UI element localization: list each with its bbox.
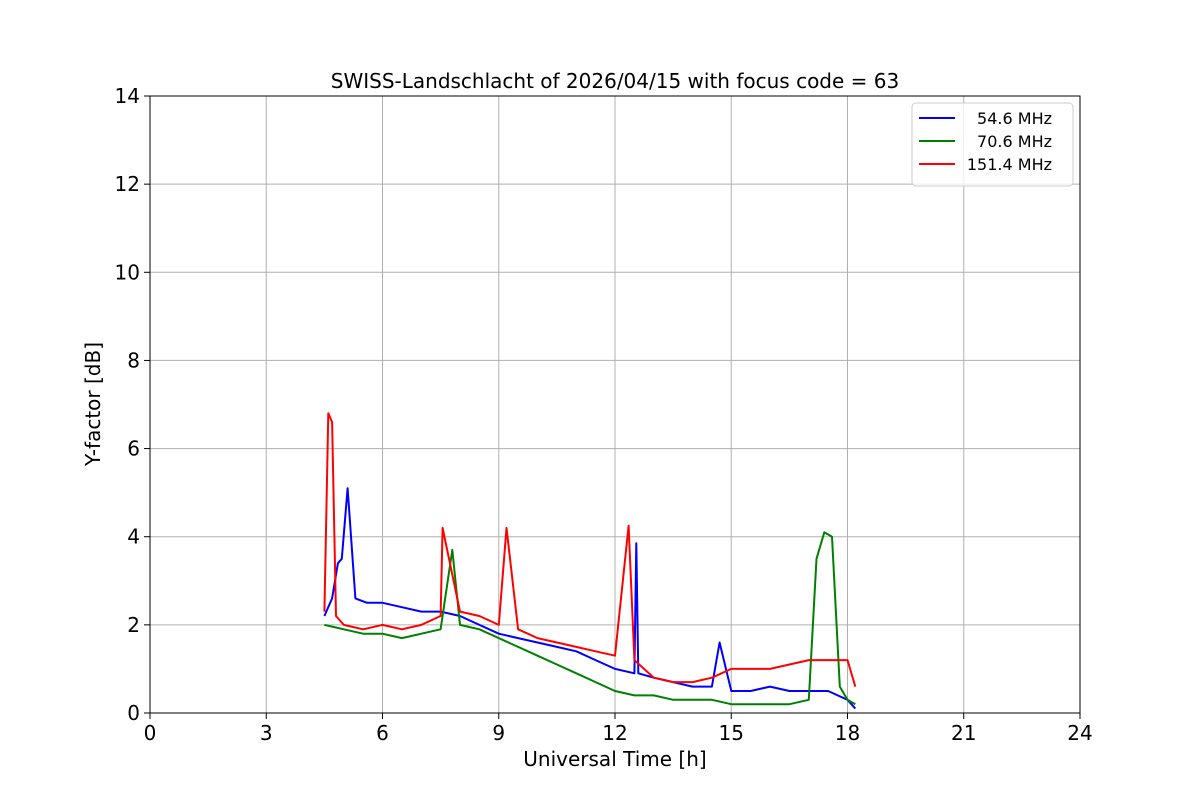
y-tick-label: 0 [127, 701, 140, 725]
y-tick-label: 10 [115, 260, 140, 284]
x-tick-label: 3 [260, 721, 273, 745]
y-tick-label: 4 [127, 525, 140, 549]
y-tick-label: 8 [127, 348, 140, 372]
y-axis-label: Y-factor [dB] [81, 342, 105, 467]
x-tick-label: 0 [144, 721, 157, 745]
x-tick-label: 21 [951, 721, 976, 745]
chart-title: SWISS-Landschlacht of 2026/04/15 with fo… [331, 69, 899, 93]
grid [149, 95, 1081, 714]
legend-label: 70.6 MHz [977, 132, 1052, 151]
legend: 54.6 MHz 70.6 MHz 151.4 MHz [911, 102, 1074, 187]
x-tick-label: 6 [376, 721, 389, 745]
plot-series [323, 412, 857, 710]
y-tick-label: 14 [115, 84, 140, 108]
y-tick-label: 12 [115, 172, 140, 196]
x-tick-label: 15 [719, 721, 744, 745]
legend-box [911, 102, 1074, 187]
series-line-0 [323, 487, 857, 710]
x-tick-label: 18 [835, 721, 860, 745]
series-line-2 [323, 412, 857, 687]
x-axis-label: Universal Time [h] [523, 747, 706, 771]
legend-label: 54.6 MHz [977, 109, 1052, 128]
y-tick-label: 2 [127, 613, 140, 637]
x-tick-label: 24 [1067, 721, 1092, 745]
x-tick-label: 9 [492, 721, 505, 745]
x-tick-label: 12 [602, 721, 627, 745]
y-tick-label: 6 [127, 437, 140, 461]
series-line-1 [324, 531, 856, 706]
legend-label: 151.4 MHz [967, 155, 1052, 174]
